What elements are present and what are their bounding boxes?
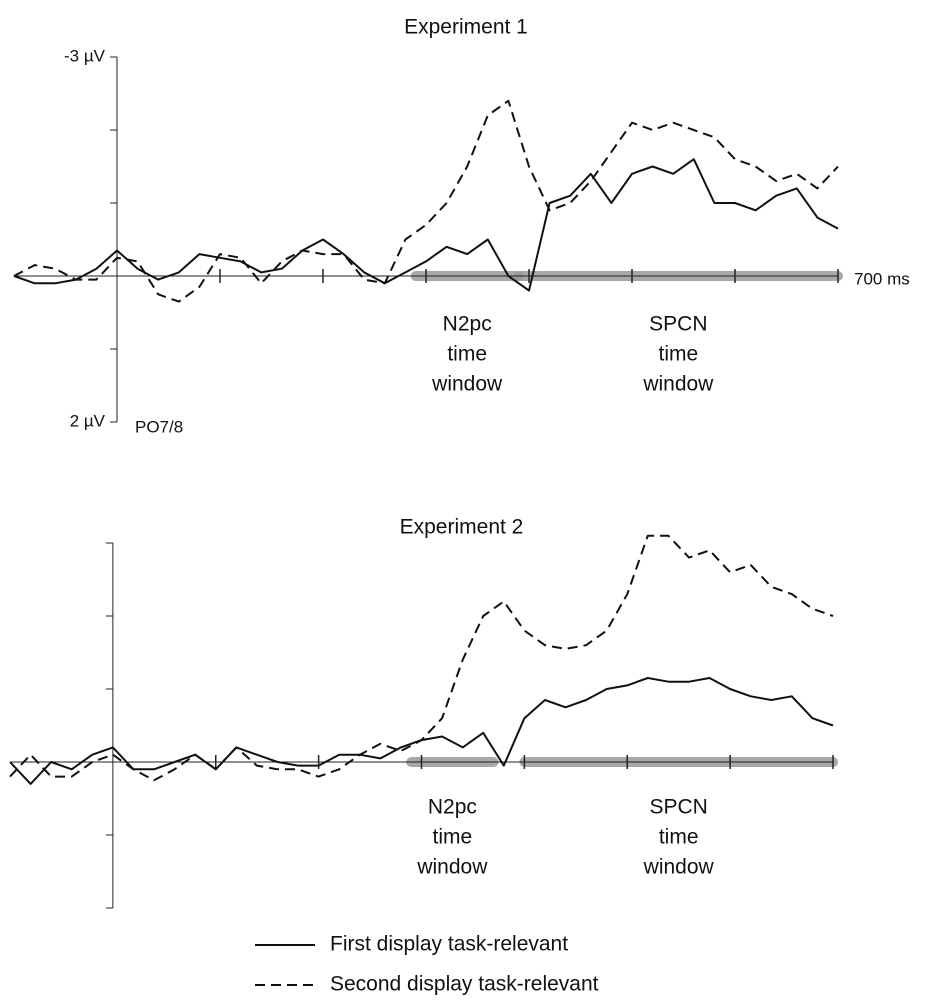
window-label: window [643,856,715,879]
window-label: N2pc [443,313,492,336]
chart-title: Experiment 2 [400,516,524,539]
channel-label: PO7/8 [135,417,183,436]
erp-line [13,99,839,303]
window-label: time [447,343,487,366]
erp-line [9,534,834,782]
window-label: N2pc [428,796,477,819]
y-tick-label: -3 µV [64,46,106,65]
window-label: time [659,343,699,366]
erp-line [13,158,839,292]
x-tick-label: 700 ms [854,269,910,288]
window-label: SPCN [649,313,707,336]
window-label: window [431,373,503,396]
window-label: SPCN [650,796,708,819]
window-label: time [659,826,699,849]
y-tick-label: 2 µV [70,411,106,430]
window-label: time [433,826,473,849]
window-label: window [416,856,488,879]
legend-label: Second display task-relevant [330,973,599,996]
chart-title: Experiment 1 [404,16,528,39]
window-label: window [642,373,714,396]
legend-label: First display task-relevant [330,933,568,956]
